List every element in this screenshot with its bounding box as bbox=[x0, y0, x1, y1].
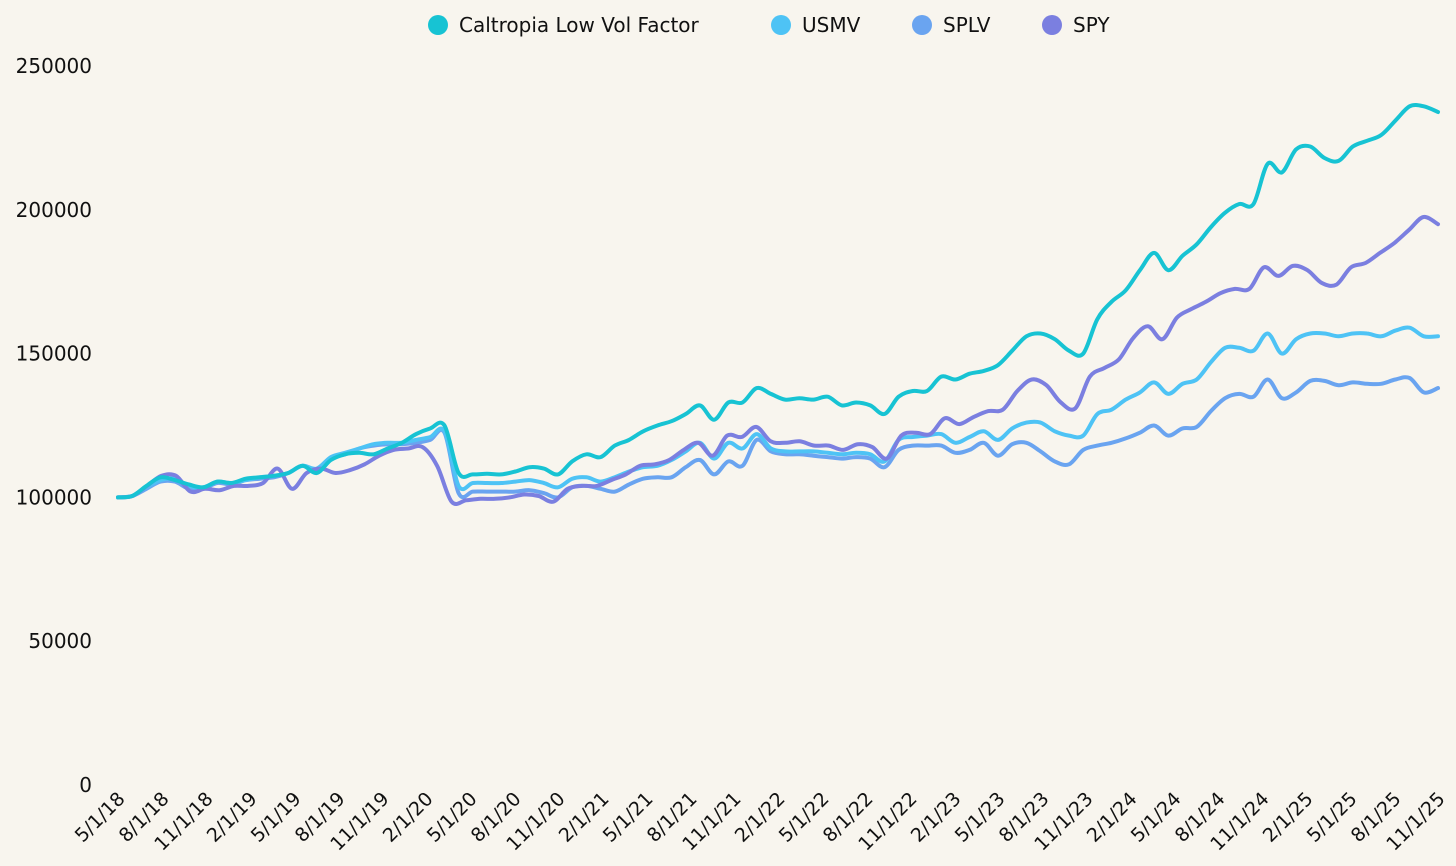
series-lines bbox=[116, 102, 1440, 506]
legend-item-splv[interactable]: SPLV bbox=[912, 13, 991, 37]
legend-item-usmv[interactable]: USMV bbox=[771, 13, 861, 37]
legend-item-spy[interactable]: SPY bbox=[1042, 13, 1110, 37]
y-tick-label: 250000 bbox=[16, 54, 92, 78]
legend-label-usmv: USMV bbox=[802, 13, 861, 37]
legend: Caltropia Low Vol Factor USMV SPLV SPY bbox=[428, 13, 1110, 37]
legend-marker-caltropia bbox=[428, 15, 448, 35]
legend-label-caltropia: Caltropia Low Vol Factor bbox=[459, 13, 700, 37]
y-tick-label: 200000 bbox=[16, 198, 92, 222]
x-axis: 5/1/188/1/1811/1/182/1/195/1/198/1/1911/… bbox=[71, 788, 1450, 855]
y-tick-label: 0 bbox=[79, 773, 92, 797]
y-tick-label: 50000 bbox=[28, 629, 92, 653]
y-axis: 0 50000 100000 150000 200000 250000 bbox=[16, 54, 92, 797]
legend-marker-spy bbox=[1042, 15, 1062, 35]
y-tick-label: 150000 bbox=[16, 342, 92, 366]
legend-marker-usmv bbox=[771, 15, 791, 35]
legend-marker-splv bbox=[912, 15, 932, 35]
legend-item-caltropia[interactable]: Caltropia Low Vol Factor bbox=[428, 13, 700, 37]
series-line-caltropia-low-vol-factor bbox=[116, 102, 1440, 500]
series-line-spy bbox=[116, 214, 1440, 506]
legend-label-spy: SPY bbox=[1073, 13, 1110, 37]
legend-label-splv: SPLV bbox=[943, 13, 991, 37]
y-tick-label: 100000 bbox=[16, 485, 92, 509]
